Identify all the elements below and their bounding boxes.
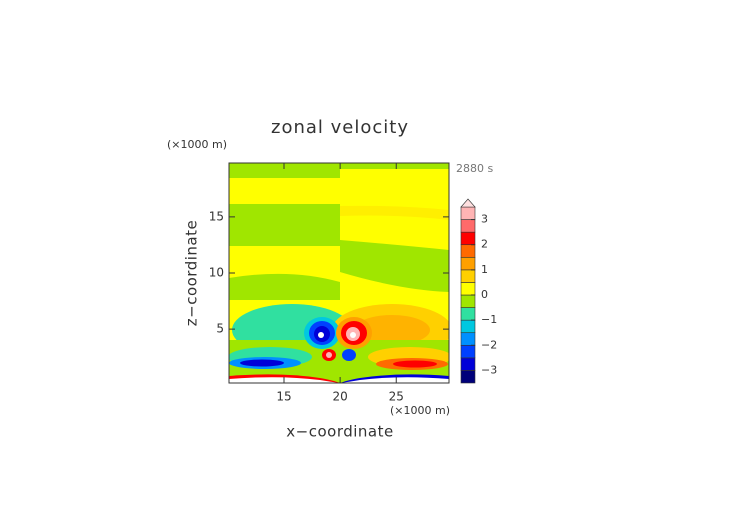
colorbar-box (460, 357, 476, 371)
colorbar-box (460, 294, 476, 308)
colorbar-tick-label: 3 (481, 213, 488, 226)
x-unit: (×1000 m) (390, 404, 450, 417)
colorbar-box (460, 231, 476, 246)
colorbar-tick-label: −3 (481, 363, 497, 376)
colorbar-box (460, 282, 476, 296)
colorbar-tick-label: 2 (481, 238, 488, 251)
contour-field (229, 163, 449, 383)
time-label: 2880 s (456, 162, 493, 175)
y-tick-label: 5 (216, 322, 224, 336)
colorbar-tick-label: 1 (481, 263, 488, 276)
colorbar-extend (460, 198, 476, 208)
x-tick-label: 15 (276, 390, 291, 404)
colorbar-box (460, 370, 476, 384)
colorbar-box (460, 256, 476, 271)
y-unit: (×1000 m) (167, 138, 227, 151)
x-tick-label: 25 (389, 390, 404, 404)
colorbar-box (460, 206, 476, 220)
y-axis-label: z−coordinate (183, 220, 201, 326)
y-tick-label: 15 (209, 209, 224, 223)
colorbar-tick-label: 0 (481, 288, 488, 301)
colorbar-tick-label: −2 (481, 338, 497, 351)
y-tick-label: 10 (209, 266, 224, 280)
colorbar-box (460, 307, 476, 321)
colorbar-box (460, 319, 476, 334)
x-axis-label: x−coordinate (286, 423, 393, 441)
colorbar-box (460, 332, 476, 346)
chart-title: zonal velocity (271, 117, 409, 138)
colorbar-box (460, 344, 476, 359)
colorbar-tick-label: −1 (481, 313, 497, 326)
x-tick-label: 20 (332, 390, 347, 404)
colorbar-box (460, 219, 476, 233)
colorbar-box (460, 244, 476, 258)
colorbar-box (460, 269, 476, 283)
